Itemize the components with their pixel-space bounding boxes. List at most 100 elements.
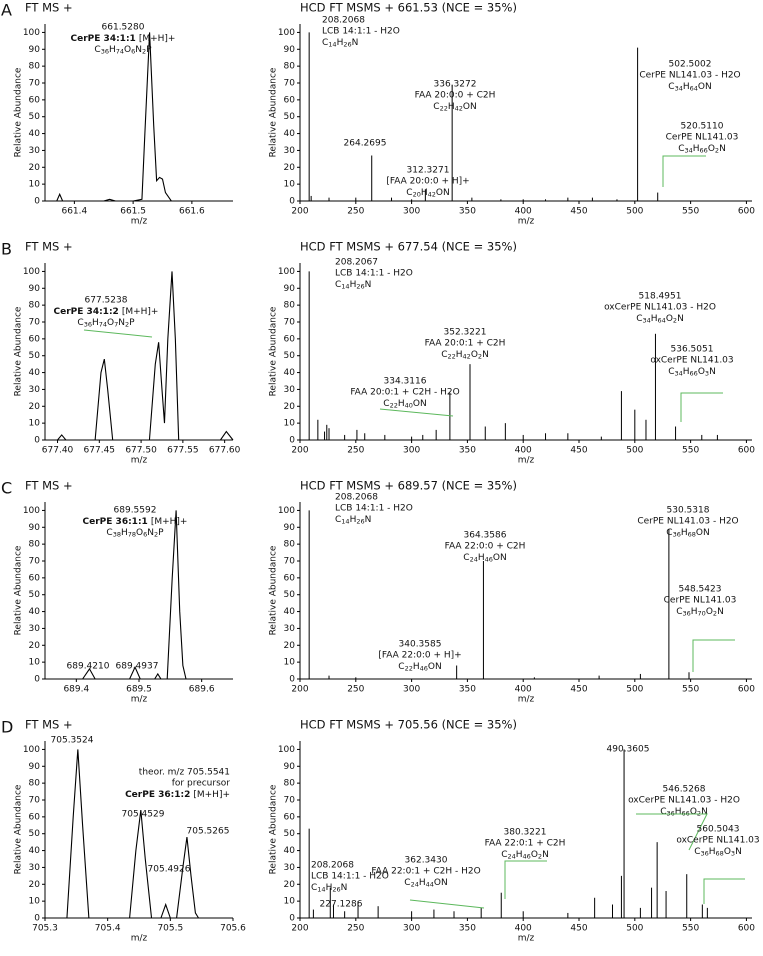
y-tick-label: 0 xyxy=(289,197,295,207)
peak-label: 661.5280 xyxy=(102,23,145,33)
x-tick-label: 550 xyxy=(682,685,699,695)
y-tick-label: 90 xyxy=(29,284,41,294)
peak-label: 705.5265 xyxy=(187,827,230,837)
y-tick-label: 60 xyxy=(284,812,296,822)
y-tick-label: 60 xyxy=(29,334,41,344)
x-tick-label: 500 xyxy=(626,446,643,456)
y-tick-label: 90 xyxy=(284,523,296,533)
x-tick-label: 450 xyxy=(570,207,587,217)
y-axis-label: Relative Abundance xyxy=(269,306,279,396)
fragment-name: [FAA 22:0:0 + H]+ xyxy=(378,651,461,661)
y-tick-label: 60 xyxy=(284,573,296,583)
x-tick-label: 705.6 xyxy=(220,924,246,934)
y-tick-label: 0 xyxy=(34,914,40,924)
peak-label: 689.4210 xyxy=(67,662,110,672)
fragment-name: CerPE NL141.03 xyxy=(664,596,737,606)
x-tick-label: 250 xyxy=(347,924,364,934)
y-tick-label: 70 xyxy=(29,318,41,328)
x-tick-label: 200 xyxy=(291,207,308,217)
y-tick-label: 80 xyxy=(284,301,296,311)
y-tick-label: 20 xyxy=(284,402,296,412)
peak-label: 340.3585 xyxy=(399,640,442,650)
formula: C22H40ON xyxy=(383,399,426,410)
spectrum-line xyxy=(45,510,233,680)
y-tick-label: 0 xyxy=(289,914,295,924)
y-tick-label: 50 xyxy=(29,351,41,361)
x-tick-label: 400 xyxy=(515,924,532,934)
x-tick-label: 450 xyxy=(570,685,587,695)
x-tick-label: 250 xyxy=(347,207,364,217)
y-tick-label: 70 xyxy=(284,79,296,89)
y-tick-label: 40 xyxy=(29,129,41,139)
y-tick-label: 40 xyxy=(284,607,296,617)
formula: C14H26N xyxy=(311,883,347,894)
y-tick-label: 50 xyxy=(284,590,296,600)
x-tick-label: 661.4 xyxy=(61,207,87,217)
formula: C22H46ON xyxy=(398,662,441,673)
leader-line xyxy=(662,155,706,187)
formula: C36H68O3N xyxy=(694,847,742,858)
formula: C14H26N xyxy=(335,515,371,526)
x-axis-label: m/z xyxy=(518,217,535,227)
y-axis-label: Relative Abundance xyxy=(14,306,24,396)
fragment-name: LCB 14:1:1 - H2O xyxy=(335,269,413,279)
y-tick-label: 10 xyxy=(284,897,296,907)
peak-label: 208.2068 xyxy=(322,16,365,26)
x-tick-label: 661.5 xyxy=(120,207,146,217)
x-tick-label: 300 xyxy=(403,207,420,217)
x-tick-label: 500 xyxy=(626,685,643,695)
x-tick-label: 300 xyxy=(403,685,420,695)
x-tick-label: 200 xyxy=(291,924,308,934)
annotation-line: CerPE 34:1:2 [M+H]+ xyxy=(54,307,159,317)
chart-title: HCD FT MSMS + 661.53 (NCE = 35%) xyxy=(300,1,517,15)
x-tick-label: 677.45 xyxy=(84,446,116,456)
x-axis-label: m/z xyxy=(131,217,148,227)
x-tick-label: 600 xyxy=(738,924,755,934)
x-axis-label: m/z xyxy=(518,456,535,466)
y-axis-label: Relative Abundance xyxy=(14,784,24,874)
y-tick-label: 100 xyxy=(23,28,40,38)
formula: C36H74O7N2P xyxy=(77,318,135,329)
x-tick-label: 600 xyxy=(738,446,755,456)
peak-label: 560.5043 xyxy=(697,825,740,835)
formula: C36H74O6N2P xyxy=(94,45,152,56)
y-tick-label: 0 xyxy=(289,675,295,685)
peak-label: 334.3116 xyxy=(384,377,427,387)
y-tick-label: 30 xyxy=(284,863,296,873)
fragment-name: oxCerPE NL141.03 - H2O xyxy=(628,796,740,806)
x-tick-label: 705.4 xyxy=(95,924,121,934)
formula: C34H66O3N xyxy=(668,367,716,378)
peak-label: 705.4529 xyxy=(122,810,165,820)
panel-label: D xyxy=(1,718,13,737)
formula: C34H64ON xyxy=(668,82,711,93)
peak-label: 227.1286 xyxy=(320,900,363,910)
y-tick-label: 70 xyxy=(29,557,41,567)
y-tick-label: 20 xyxy=(29,163,41,173)
y-tick-label: 90 xyxy=(29,523,41,533)
y-tick-label: 20 xyxy=(29,641,41,651)
chart-title: FT MS + xyxy=(25,479,73,493)
annotation-line: theor. m/z 705.5541 xyxy=(139,768,230,778)
y-tick-label: 80 xyxy=(29,540,41,550)
x-tick-label: 689.6 xyxy=(189,685,215,695)
x-tick-label: 200 xyxy=(291,685,308,695)
y-tick-label: 90 xyxy=(284,762,296,772)
y-tick-label: 10 xyxy=(284,180,296,190)
y-tick-label: 20 xyxy=(29,402,41,412)
y-tick-label: 30 xyxy=(284,146,296,156)
y-tick-label: 30 xyxy=(29,863,41,873)
y-tick-label: 80 xyxy=(29,62,41,72)
formula: C36H70O2N xyxy=(676,607,724,618)
y-tick-label: 40 xyxy=(29,368,41,378)
y-tick-label: 90 xyxy=(29,762,41,772)
y-tick-label: 20 xyxy=(284,880,296,890)
x-tick-label: 550 xyxy=(682,446,699,456)
annotation-line: CerPE 36:1:2 [M+H]+ xyxy=(125,790,230,800)
formula: C24H46O2N xyxy=(501,850,549,861)
fragment-name: oxCerPE NL141.03 xyxy=(676,836,759,846)
x-tick-label: 677.55 xyxy=(167,446,199,456)
y-axis-label: Relative Abundance xyxy=(14,545,24,635)
y-tick-label: 60 xyxy=(29,573,41,583)
x-tick-label: 300 xyxy=(403,446,420,456)
